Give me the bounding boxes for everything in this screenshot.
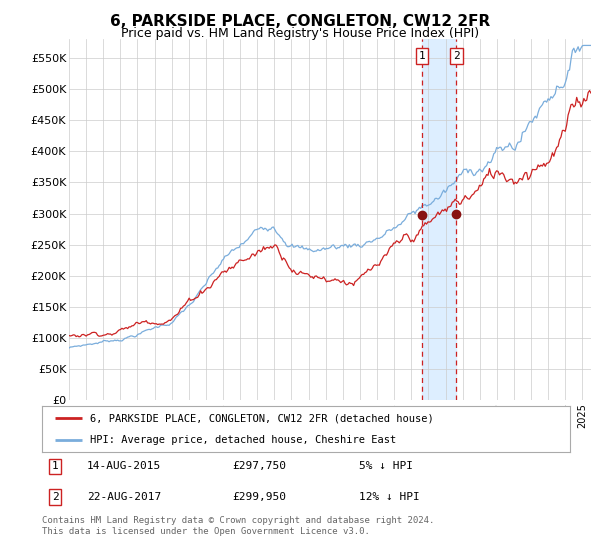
- Text: 6, PARKSIDE PLACE, CONGLETON, CW12 2FR: 6, PARKSIDE PLACE, CONGLETON, CW12 2FR: [110, 14, 490, 29]
- Text: Price paid vs. HM Land Registry's House Price Index (HPI): Price paid vs. HM Land Registry's House …: [121, 27, 479, 40]
- Text: 1: 1: [419, 51, 425, 61]
- Text: Contains HM Land Registry data © Crown copyright and database right 2024.
This d: Contains HM Land Registry data © Crown c…: [42, 516, 434, 536]
- Text: 5% ↓ HPI: 5% ↓ HPI: [359, 461, 413, 472]
- Text: 2: 2: [52, 492, 59, 502]
- Text: 12% ↓ HPI: 12% ↓ HPI: [359, 492, 419, 502]
- Text: 2: 2: [453, 51, 460, 61]
- Text: £299,950: £299,950: [232, 492, 286, 502]
- Text: 14-AUG-2015: 14-AUG-2015: [87, 461, 161, 472]
- Bar: [422, 39, 457, 400]
- Text: 1: 1: [52, 461, 59, 472]
- Text: 22-AUG-2017: 22-AUG-2017: [87, 492, 161, 502]
- Text: HPI: Average price, detached house, Cheshire East: HPI: Average price, detached house, Ches…: [89, 435, 396, 445]
- Text: £297,750: £297,750: [232, 461, 286, 472]
- Text: 6, PARKSIDE PLACE, CONGLETON, CW12 2FR (detached house): 6, PARKSIDE PLACE, CONGLETON, CW12 2FR (…: [89, 413, 433, 423]
